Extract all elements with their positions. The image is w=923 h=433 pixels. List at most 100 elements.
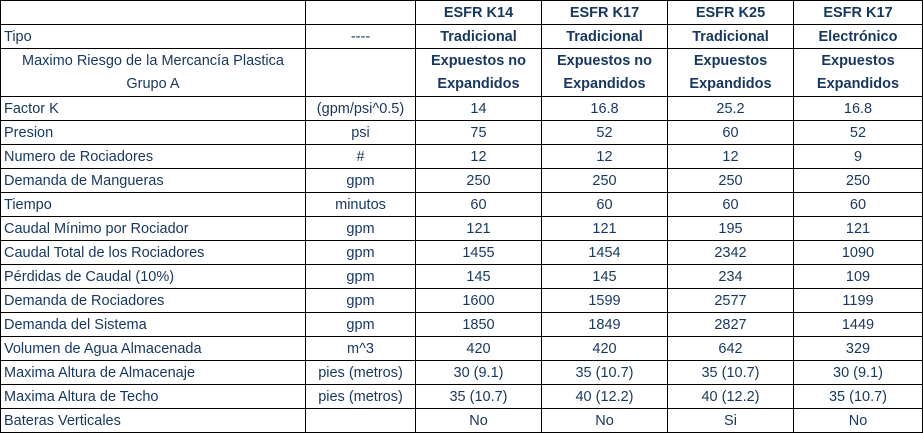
- riesgo-row: Maximo Riesgo de la Mercancía Plastica G…: [0, 48, 923, 97]
- tipo-cell: Tradicional: [667, 24, 794, 49]
- value-cell: 121: [793, 216, 923, 241]
- value-cell: 1455: [415, 240, 542, 265]
- riesgo-line: Expuestos: [693, 52, 768, 69]
- value-cell: 1599: [541, 288, 668, 313]
- row-unit: pies (metros): [305, 360, 416, 385]
- riesgo-cell: Expuestos no Expandidos: [541, 48, 668, 97]
- value-cell: 2342: [667, 240, 794, 265]
- value-cell: 420: [541, 336, 668, 361]
- value-cell: 1454: [541, 240, 668, 265]
- value-cell: 1849: [541, 312, 668, 337]
- riesgo-line: Expuestos: [821, 52, 895, 69]
- row-label: Caudal Total de los Rociadores: [0, 240, 306, 265]
- riesgo-line: Expandidos: [689, 75, 772, 92]
- value-cell: 1090: [793, 240, 923, 265]
- row-label: Pérdidas de Caudal (10%): [0, 264, 306, 289]
- row-unit: m^3: [305, 336, 416, 361]
- value-cell: 250: [415, 168, 542, 193]
- header-empty-label: [0, 0, 306, 25]
- row-unit: pies (metros): [305, 384, 416, 409]
- value-cell: 12: [541, 144, 668, 169]
- value-cell: 250: [541, 168, 668, 193]
- value-cell: 1850: [415, 312, 542, 337]
- row-label: Demanda del Sistema: [0, 312, 306, 337]
- row-unit: gpm: [305, 312, 416, 337]
- row-unit: gpm: [305, 240, 416, 265]
- value-cell: 1600: [415, 288, 542, 313]
- row-unit: minutos: [305, 192, 416, 217]
- row-label: Tipo: [0, 24, 306, 49]
- value-cell: 60: [667, 120, 794, 145]
- row-label: Maxima Altura de Almacenaje: [0, 360, 306, 385]
- table-row: Demanda de Mangueras gpm 250 250 250 250: [0, 168, 923, 193]
- value-cell: 642: [667, 336, 794, 361]
- value-cell: 35 (10.7): [667, 360, 794, 385]
- value-cell: 1199: [793, 288, 923, 313]
- value-cell: 250: [667, 168, 794, 193]
- table-row: Demanda del Sistema gpm 1850 1849 2827 1449: [0, 312, 923, 337]
- value-cell: 329: [793, 336, 923, 361]
- row-label-line: Grupo A: [126, 75, 180, 92]
- value-cell: 195: [667, 216, 794, 241]
- riesgo-cell: Expuestos Expandidos: [793, 48, 923, 97]
- riesgo-line: Expandidos: [816, 75, 900, 92]
- value-cell: No: [793, 408, 923, 433]
- value-cell: 1449: [793, 312, 923, 337]
- row-unit: [305, 408, 416, 433]
- riesgo-line: Expuestos no: [430, 52, 527, 69]
- value-cell: 12: [415, 144, 542, 169]
- table-row: Factor K (gpm/psi^0.5) 14 16.8 25.2 16.8: [0, 96, 923, 121]
- value-cell: 109: [793, 264, 923, 289]
- row-label: Numero de Rociadores: [0, 144, 306, 169]
- value-cell: 9: [793, 144, 923, 169]
- row-unit: gpm: [305, 288, 416, 313]
- row-unit: gpm: [305, 168, 416, 193]
- value-cell: 420: [415, 336, 542, 361]
- value-cell: 234: [667, 264, 794, 289]
- value-cell: 60: [667, 192, 794, 217]
- column-header: ESFR K17: [793, 0, 923, 25]
- value-cell: No: [541, 408, 668, 433]
- value-cell: 16.8: [793, 96, 923, 121]
- table-row: Numero de Rociadores #12 12 12 9: [0, 144, 923, 169]
- riesgo-line: Expandidos: [563, 75, 646, 92]
- tipo-cell: Tradicional: [541, 24, 668, 49]
- value-cell: 30 (9.1): [415, 360, 542, 385]
- value-cell: 145: [541, 264, 668, 289]
- value-cell: 12: [667, 144, 794, 169]
- tipo-row: Tipo ---- Tradicional Tradicional Tradic…: [0, 24, 923, 49]
- table-row: Demanda de Rociadores gpm 1600 1599 2577 1199: [0, 288, 923, 313]
- row-unit: #: [305, 144, 416, 169]
- table-row: Maxima Altura de Almacenaje pies (metros)…: [0, 360, 923, 385]
- value-cell: 2577: [667, 288, 794, 313]
- table-row: Presion psi 75 52 60 52: [0, 120, 923, 145]
- tipo-cell: Electrónico: [793, 24, 923, 49]
- table-row: Pérdidas de Caudal (10%) gpm 145 145 234 109: [0, 264, 923, 289]
- value-cell: 60: [415, 192, 542, 217]
- table-row: Caudal Mínimo por Rociador gpm 121 121 195 12…: [0, 216, 923, 241]
- value-cell: 2827: [667, 312, 794, 337]
- value-cell: 14: [415, 96, 542, 121]
- value-cell: 40 (12.2): [541, 384, 668, 409]
- data-rows: Factor K (gpm/psi^0.5) 14 16.8 25.2 16.8 Presi…: [0, 96, 923, 433]
- row-label: Maxima Altura de Techo: [0, 384, 306, 409]
- table-row: Caudal Total de los Rociadores gpm 1455 145…: [0, 240, 923, 265]
- row-unit: ----: [305, 24, 416, 49]
- row-label: Tiempo: [0, 192, 306, 217]
- value-cell: 35 (10.7): [541, 360, 668, 385]
- value-cell: 30 (9.1): [793, 360, 923, 385]
- value-cell: 52: [541, 120, 668, 145]
- row-label: Presion: [0, 120, 306, 145]
- value-cell: 40 (12.2): [667, 384, 794, 409]
- row-label: Maximo Riesgo de la Mercancía Plastica G…: [0, 48, 306, 97]
- value-cell: 121: [541, 216, 668, 241]
- column-header: ESFR K25: [667, 0, 794, 25]
- value-cell: 145: [415, 264, 542, 289]
- table-row: Maxima Altura de Techo pies (metros) 35 (1…: [0, 384, 923, 409]
- table-row: Tiempo minutos 60 60 60 60: [0, 192, 923, 217]
- column-header: ESFR K14: [415, 0, 542, 25]
- riesgo-line: Expuestos no: [556, 52, 653, 69]
- row-label-line: Maximo Riesgo de la Mercancía Plastica: [22, 52, 284, 69]
- value-cell: 121: [415, 216, 542, 241]
